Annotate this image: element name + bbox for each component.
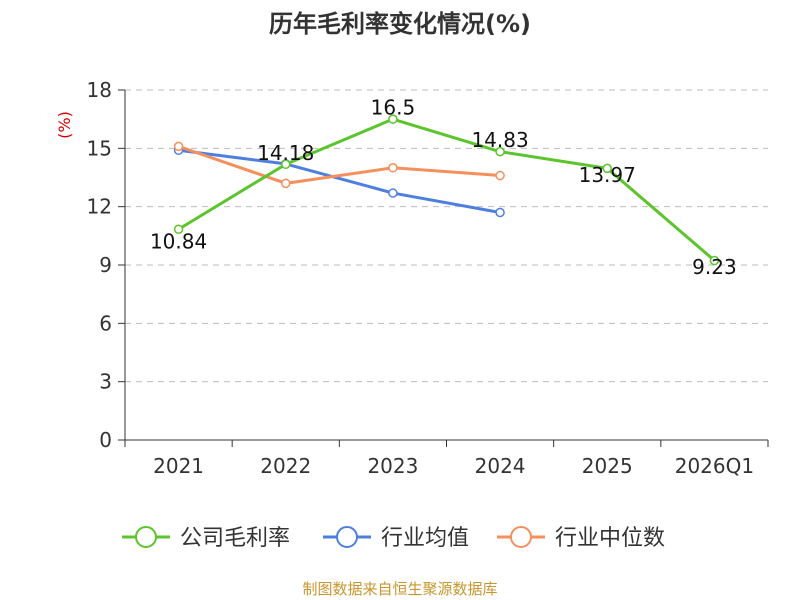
- legend: 公司毛利率 行业均值 行业中位数: [122, 526, 665, 551]
- x-tick-label: 2026Q1: [675, 454, 754, 478]
- y-axis-unit: (%): [55, 111, 74, 139]
- y-tick-label: 6: [99, 311, 112, 335]
- legend-swatch-marker: [510, 526, 532, 548]
- data-point: [388, 188, 398, 198]
- x-tick-label: 2023: [367, 454, 418, 478]
- legend-label: 公司毛利率: [180, 526, 290, 551]
- x-tick-label: 2022: [260, 454, 311, 478]
- series-line: [178, 144, 501, 185]
- data-label: 9.23: [692, 255, 737, 279]
- data-labels: 10.84 14.18 16.5 14.83 13.97 9.23: [150, 96, 737, 279]
- legend-label: 行业均值: [381, 526, 469, 551]
- x-tick-label: 2024: [475, 454, 526, 478]
- y-tick-label: 18: [87, 78, 112, 102]
- data-point: [173, 224, 184, 234]
- data-point: [495, 207, 505, 218]
- source-note: 制图数据来自恒生聚源数据库: [302, 580, 497, 598]
- data-point: [495, 146, 505, 157]
- legend-swatch-marker: [135, 526, 157, 548]
- series-line: [177, 117, 716, 262]
- x-tick-label: 2021: [153, 454, 204, 478]
- axes: 0 3 6 9 12 15 18 2021 2022 2023 2024 2025 2026Q1: [87, 78, 769, 478]
- data-label: 14.83: [471, 128, 528, 152]
- chart-title: 历年毛利率变化情况(%): [269, 10, 531, 38]
- data-point: [388, 114, 398, 124]
- data-point: [495, 170, 505, 181]
- data-point: [602, 163, 612, 174]
- y-tick-label: 9: [99, 253, 112, 277]
- y-tick-label: 12: [87, 195, 112, 219]
- data-point: [173, 141, 184, 152]
- x-tick-label: 2025: [582, 454, 633, 478]
- data-label: 16.5: [371, 96, 416, 120]
- series: [173, 114, 720, 266]
- data-label: 10.84: [150, 230, 207, 254]
- data-point: [709, 255, 720, 266]
- data-point: [281, 178, 291, 189]
- y-tick-label: 0: [99, 428, 112, 452]
- data-label: 13.97: [579, 163, 636, 187]
- data-point: [388, 163, 398, 173]
- y-tick-label: 3: [99, 370, 112, 394]
- legend-swatch-marker: [336, 526, 358, 548]
- y-tick-label: 15: [87, 136, 112, 160]
- grid: [125, 89, 768, 383]
- data-label: 14.18: [257, 141, 314, 165]
- series-line: [178, 148, 501, 214]
- legend-label: 行业中位数: [555, 526, 665, 551]
- data-point: [281, 159, 291, 170]
